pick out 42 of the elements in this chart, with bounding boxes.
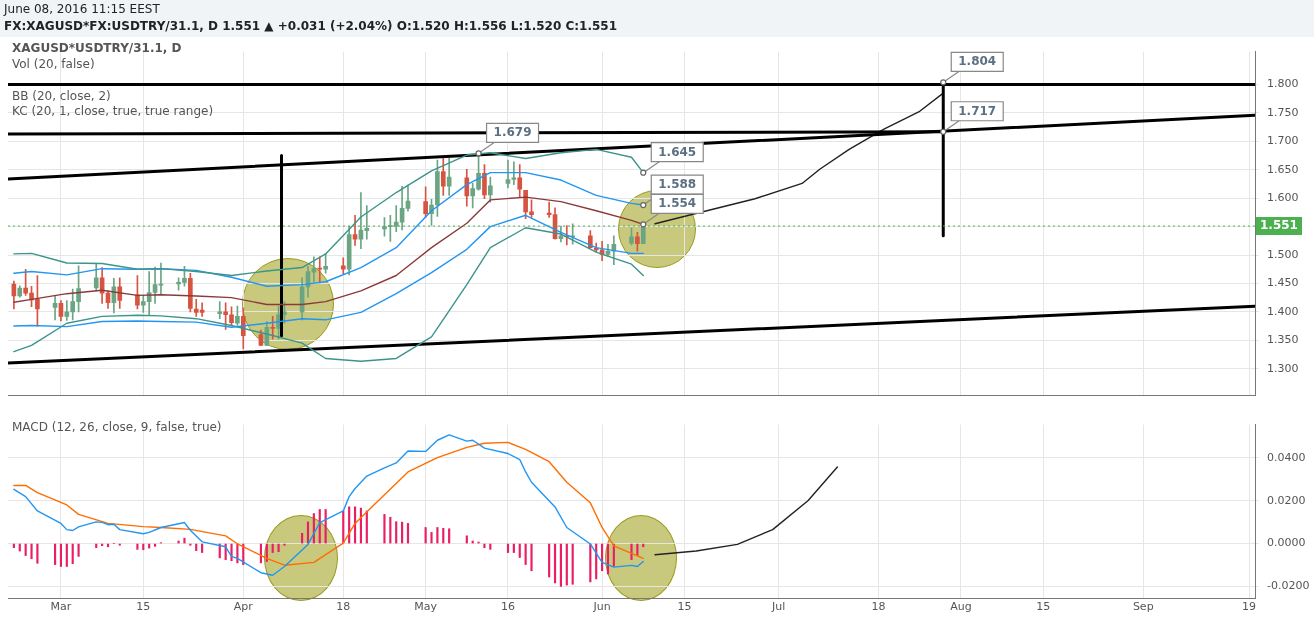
y-tick-label: 1.450 [1267,276,1299,290]
y-tick-label: 0.0400 [1267,450,1306,464]
x-tick-label: 15 [136,600,151,614]
y-tick-label: 1.800 [1267,77,1299,91]
chart-title: XAGUSD*USDTRY/31.1, D [12,41,182,55]
y-tick-label: 1.750 [1267,105,1299,119]
annotation: Vol (20, false) [12,57,95,71]
x-tick-label: Mar [50,600,72,614]
y-tick-label: -0.0200 [1267,579,1310,593]
y-tick-label: 1.600 [1267,191,1299,205]
y-tick-label: 0.0200 [1267,493,1306,507]
y-tick-label: 1.300 [1267,361,1299,375]
chart-subtitle: FX:XAGUSD*FX:USDTRY/31.1, D 1.551 ▲ +0.031 (+2.04%) O:1.520 H:1.556 L:1.520 C:1.551 [4,19,617,33]
y-tick-label: 1.500 [1267,247,1299,261]
annotation: 1.717 [958,103,997,118]
x-tick-label: Jun [592,600,611,614]
ref-line-label: 1.551 [1260,218,1298,233]
text: June 08, 2016 11:15 EEST [4,2,160,16]
y-tick-label: 1.650 [1267,162,1299,176]
annotation: KC (20, 1, close, true, true range) [12,104,214,118]
annotation: 1.645 [658,144,697,159]
y-tick-label: 1.350 [1267,333,1299,347]
x-tick-label: Sep [1132,600,1154,614]
x-tick-label: May [414,600,438,614]
chart-title: MACD (12, 26, close, 9, false, true) [12,420,222,434]
x-tick-label: 15 [1036,600,1051,614]
x-tick-label: 16 [500,600,515,614]
x-tick-label: Aug [950,600,972,614]
annotation: 1.679 [493,125,532,140]
x-tick-label: Jul [770,600,786,614]
x-tick-label: Apr [233,600,254,614]
y-tick-label: 1.700 [1267,134,1299,148]
annotation: BB (20, close, 2) [12,89,111,103]
annotation: 1.554 [658,196,697,211]
x-tick-label: 18 [871,600,886,614]
x-tick-label: 18 [336,600,351,614]
x-tick-label: 19 [1242,600,1257,614]
y-tick-label: 0.0000 [1267,536,1306,550]
x-tick-label: 15 [677,600,692,614]
annotation: 1.588 [658,177,697,192]
y-tick-label: 1.400 [1267,304,1299,318]
annotation: 1.804 [958,54,997,69]
